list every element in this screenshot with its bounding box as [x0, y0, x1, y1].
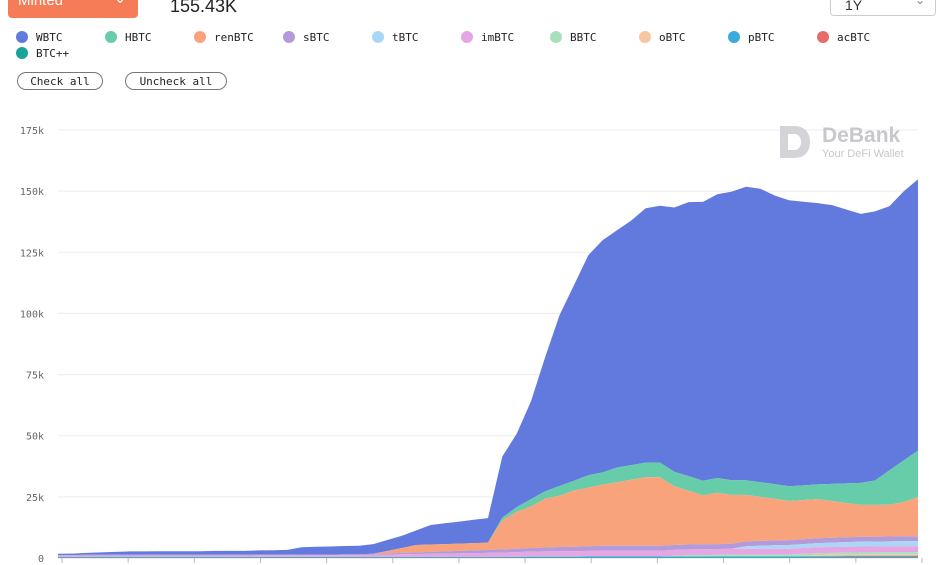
- area-series-acbtc[interactable]: [58, 556, 918, 558]
- legend-label: tBTC: [392, 30, 419, 44]
- metric-select[interactable]: Minted ⌄: [8, 0, 138, 18]
- range-select[interactable]: 1Y ⌄: [830, 0, 936, 16]
- legend-item-obtc[interactable]: oBTC: [639, 30, 686, 44]
- uncheck-all-button[interactable]: Uncheck all: [125, 72, 227, 90]
- legend-item-wbtc[interactable]: WBTC: [16, 30, 63, 44]
- legend-label: sBTC: [303, 30, 330, 44]
- area-series-pbtc[interactable]: [58, 555, 918, 558]
- legend-label: renBTC: [214, 30, 254, 44]
- area-series-wbtc[interactable]: [58, 179, 918, 556]
- legend-item-acbtc[interactable]: acBTC: [817, 30, 870, 44]
- area-series-bbtc[interactable]: [58, 552, 918, 558]
- legend-label: BBTC: [570, 30, 597, 44]
- legend-dot-icon: [728, 31, 740, 43]
- chart-header: Minted ⌄ 155.43K 1Y ⌄: [0, 0, 941, 22]
- legend-item-pbtc[interactable]: pBTC: [728, 30, 775, 44]
- legend-label: imBTC: [481, 30, 515, 44]
- legend-item-bbtc[interactable]: BBTC: [550, 30, 597, 44]
- legend-item-hbtc[interactable]: HBTC: [105, 30, 152, 44]
- legend-dot-icon: [461, 31, 473, 43]
- metric-select-label: Minted: [18, 0, 64, 9]
- y-tick-label: 25k: [26, 493, 44, 504]
- legend-label: WBTC: [36, 30, 63, 44]
- legend-item-tbtc[interactable]: tBTC: [372, 30, 419, 44]
- legend-label: pBTC: [748, 30, 775, 44]
- legend-item-btcplusplus[interactable]: BTC++: [16, 46, 69, 60]
- watermark-brand: DeBank: [822, 124, 901, 147]
- legend-label: HBTC: [125, 30, 152, 44]
- chevron-down-icon: ⌄: [114, 0, 126, 7]
- legend-label: BTC++: [36, 46, 70, 60]
- y-tick-label: 0: [38, 554, 44, 565]
- watermark-tagline: Your DeFi Wallet: [822, 148, 904, 160]
- total-value: 155.43K: [170, 0, 238, 16]
- y-tick-label: 75k: [26, 371, 44, 382]
- legend-dot-icon: [283, 31, 295, 43]
- area-chart: 0 25k 50k 75k 100k 125k 150k 175k: [20, 126, 923, 565]
- legend-dot-icon: [372, 31, 384, 43]
- debank-logo-icon: [780, 126, 810, 158]
- area-series-tbtc[interactable]: [58, 541, 918, 556]
- legend-label: acBTC: [837, 30, 871, 44]
- chevron-down-icon: ⌄: [914, 0, 925, 7]
- y-tick-label: 100k: [20, 309, 44, 320]
- area-series-imbtc[interactable]: [58, 546, 918, 558]
- legend-dot-icon: [194, 31, 206, 43]
- debank-watermark: DeBank Your DeFi Wallet: [778, 124, 918, 164]
- y-tick-label: 50k: [26, 432, 44, 443]
- legend-dot-icon: [817, 31, 829, 43]
- legend-dot-icon: [16, 31, 28, 43]
- legend-dot-icon: [105, 31, 117, 43]
- legend-dot-icon: [639, 31, 651, 43]
- area-series-sbtc[interactable]: [58, 536, 918, 556]
- legend-item-sbtc[interactable]: sBTC: [283, 30, 330, 44]
- y-tick-label: 150k: [20, 187, 44, 198]
- legend-item-renbtc[interactable]: renBTC: [194, 30, 254, 44]
- y-tick-label: 125k: [20, 248, 44, 259]
- check-all-button[interactable]: Check all: [17, 72, 103, 90]
- area-series-btcplusplus[interactable]: [58, 557, 918, 558]
- legend-dot-icon: [16, 47, 28, 59]
- legend-label: oBTC: [659, 30, 686, 44]
- legend-item-imbtc[interactable]: imBTC: [461, 30, 514, 44]
- range-select-value: 1Y: [845, 0, 863, 13]
- legend-dot-icon: [550, 31, 562, 43]
- y-tick-label: 175k: [20, 126, 44, 137]
- area-series-renbtc[interactable]: [58, 477, 918, 556]
